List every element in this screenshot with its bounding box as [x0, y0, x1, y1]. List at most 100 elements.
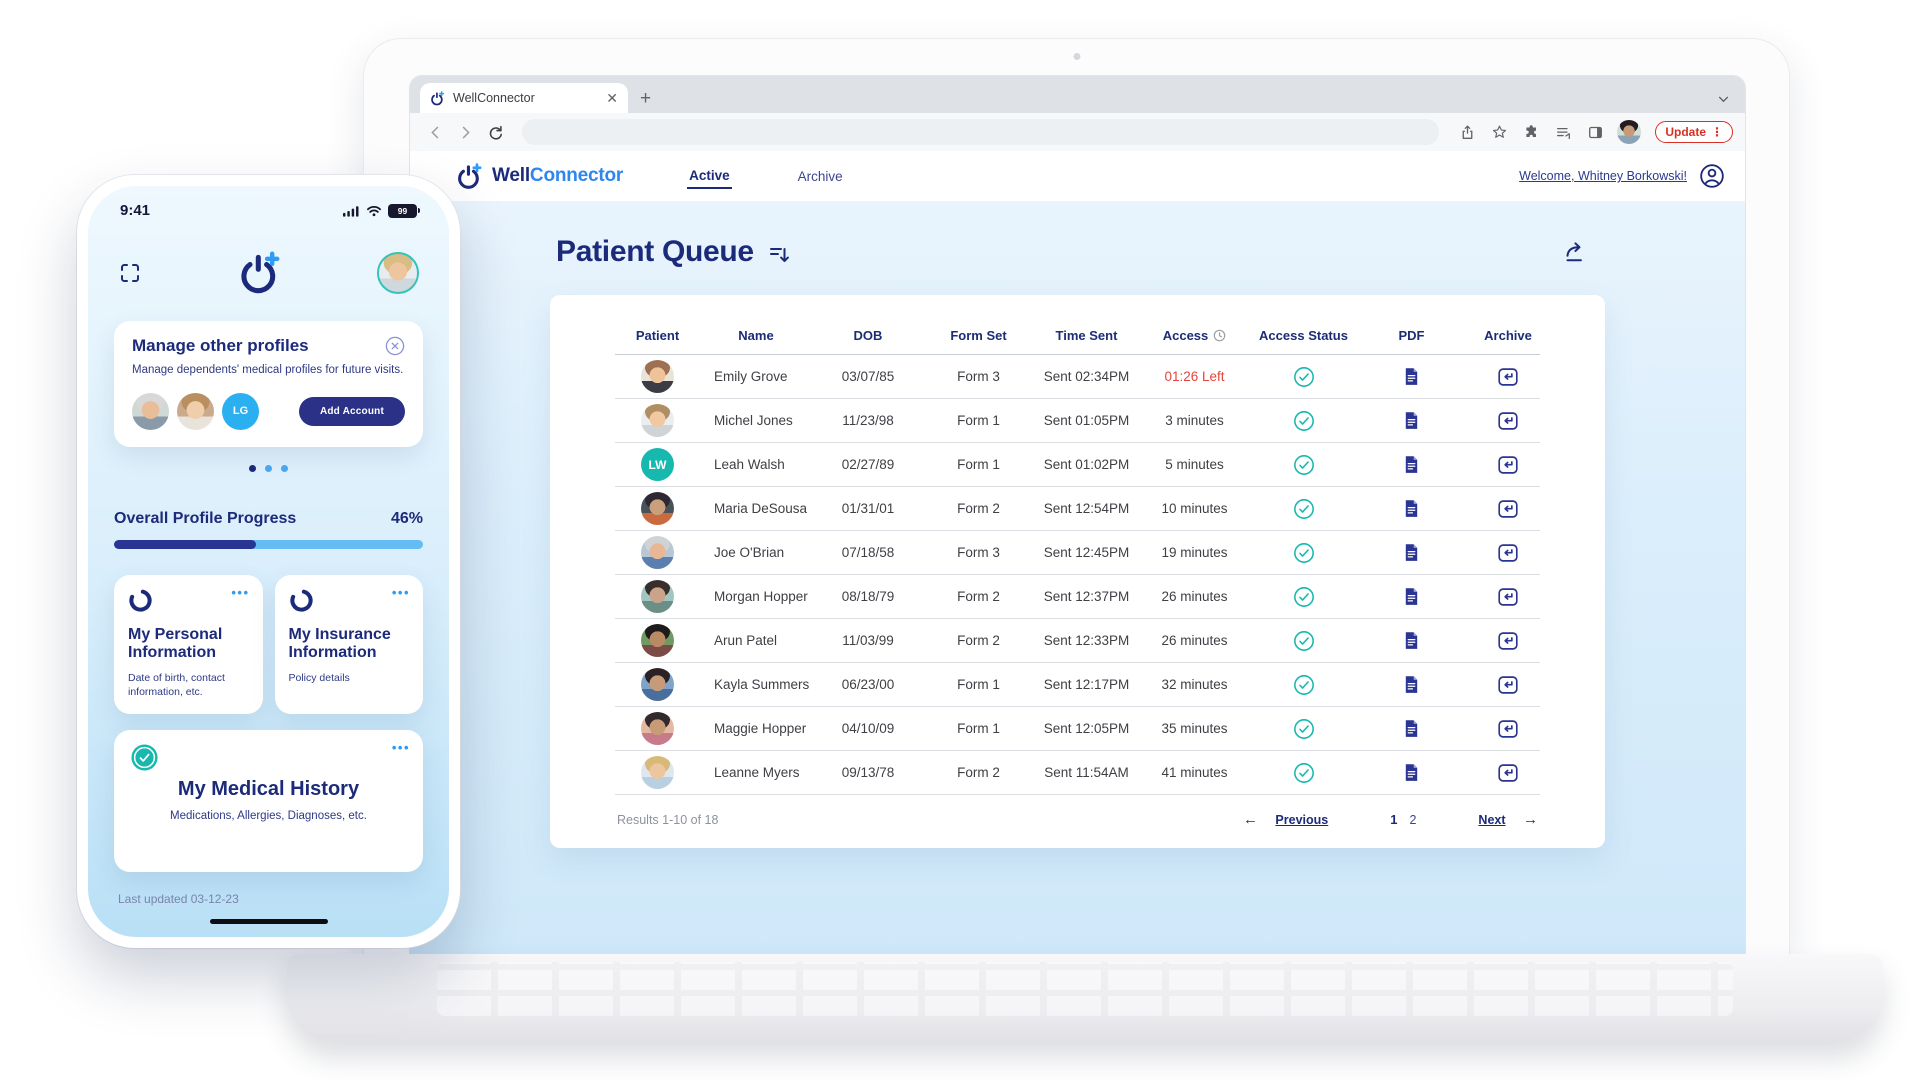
archive-icon[interactable]: [1497, 630, 1519, 652]
pdf-icon[interactable]: [1401, 762, 1422, 783]
brand-name: WellConnector: [492, 165, 624, 186]
next-button[interactable]: Next →: [1478, 811, 1538, 828]
form-set: Form 2: [957, 765, 1000, 780]
previous-button[interactable]: ← Previous: [1242, 811, 1329, 828]
access-status-icon[interactable]: [1293, 762, 1315, 784]
col-archive: Archive: [1484, 328, 1532, 343]
access-status-icon[interactable]: [1293, 718, 1315, 740]
archive-icon[interactable]: [1497, 762, 1519, 784]
pdf-icon[interactable]: [1401, 366, 1422, 387]
favicon-power-icon: [431, 90, 445, 105]
patient-table-card: Patient Name DOB Form Set Time Sent Acce…: [550, 295, 1605, 848]
new-tab-button[interactable]: +: [640, 88, 652, 109]
dependent-avatar-initials[interactable]: LG: [222, 392, 259, 430]
tab-active[interactable]: Active: [687, 164, 732, 189]
access-status-icon[interactable]: [1293, 586, 1315, 608]
personal-info-card[interactable]: ••• My Personal Information Date of birt…: [114, 574, 263, 714]
archive-icon[interactable]: [1497, 410, 1519, 432]
archive-icon[interactable]: [1497, 542, 1519, 564]
browser-toolbar: Update ⋮: [410, 113, 1745, 151]
patient-avatar: [641, 360, 674, 393]
pdf-icon[interactable]: [1401, 410, 1422, 431]
chevron-down-icon[interactable]: [1718, 96, 1729, 103]
more-menu-icon[interactable]: •••: [391, 584, 410, 600]
time-sent: Sent 12:37PM: [1043, 589, 1130, 604]
access-status-icon[interactable]: [1293, 630, 1315, 652]
col-patient: Patient: [635, 328, 680, 343]
pdf-icon[interactable]: [1401, 630, 1422, 651]
patient-avatar: [641, 712, 674, 745]
carousel-dot[interactable]: [249, 464, 256, 472]
side-panel-icon[interactable]: [1581, 119, 1609, 145]
browser-profile-avatar[interactable]: [1617, 120, 1642, 144]
archive-icon[interactable]: [1497, 674, 1519, 696]
webcam-dot: [1073, 53, 1080, 60]
add-account-button[interactable]: Add Account: [298, 396, 405, 426]
progress-ring-icon: [289, 588, 313, 612]
archive-icon[interactable]: [1497, 454, 1519, 476]
close-icon[interactable]: [385, 336, 405, 356]
forward-icon[interactable]: [452, 119, 478, 145]
medical-history-card[interactable]: ••• My Medical History Medications, Alle…: [114, 729, 423, 872]
patient-name: Michel Jones: [714, 413, 793, 428]
expand-icon[interactable]: [118, 261, 142, 285]
share-icon[interactable]: [1453, 119, 1481, 145]
access-time: 3 minutes: [1165, 413, 1224, 428]
refresh-icon[interactable]: [482, 119, 508, 145]
brand-logo: WellConnector: [456, 162, 624, 190]
time-sent: Sent 12:45PM: [1043, 545, 1130, 560]
patient-name: Arun Patel: [714, 633, 778, 648]
progress-bar: [114, 539, 423, 549]
tab-close-icon[interactable]: ✕: [606, 90, 618, 106]
browser-tab[interactable]: WellConnector ✕: [420, 83, 628, 113]
pdf-icon[interactable]: [1401, 718, 1422, 739]
extensions-puzzle-icon[interactable]: [1517, 119, 1545, 145]
bookmark-star-icon[interactable]: [1485, 119, 1513, 145]
address-bar[interactable]: [522, 119, 1440, 145]
access-status-icon[interactable]: [1293, 454, 1315, 476]
dependent-avatar[interactable]: [177, 392, 214, 430]
carousel-dot[interactable]: [265, 464, 272, 472]
access-time: 41 minutes: [1161, 765, 1228, 780]
pdf-icon[interactable]: [1401, 586, 1422, 607]
page-number-2[interactable]: 2: [1409, 812, 1417, 827]
access-status-icon[interactable]: [1293, 366, 1315, 388]
browser-menu-icon[interactable]: ⋮: [1711, 125, 1723, 139]
pdf-icon[interactable]: [1401, 674, 1422, 695]
dependent-avatar[interactable]: [132, 392, 169, 430]
pdf-icon[interactable]: [1401, 454, 1422, 475]
archive-icon[interactable]: [1497, 498, 1519, 520]
access-status-icon[interactable]: [1293, 674, 1315, 696]
access-status-icon[interactable]: [1293, 498, 1315, 520]
time-sent: Sent 12:33PM: [1043, 633, 1130, 648]
archive-icon[interactable]: [1497, 718, 1519, 740]
more-menu-icon[interactable]: •••: [391, 739, 410, 755]
update-button[interactable]: Update ⋮: [1655, 121, 1733, 143]
more-menu-icon[interactable]: •••: [231, 584, 250, 600]
pdf-icon[interactable]: [1401, 542, 1422, 563]
export-icon[interactable]: [1563, 240, 1589, 264]
patient-avatar: [641, 624, 674, 657]
account-icon[interactable]: [1699, 163, 1725, 189]
progress-value: 46%: [390, 509, 423, 527]
profile-progress-section: Overall Profile Progress 46%: [114, 510, 423, 549]
welcome-link[interactable]: Welcome, Whitney Borkowski!: [1519, 169, 1687, 183]
access-status-icon[interactable]: [1293, 542, 1315, 564]
browser-tabstrip: WellConnector ✕ +: [410, 76, 1745, 113]
home-indicator[interactable]: [209, 919, 328, 924]
reading-list-icon[interactable]: [1549, 119, 1577, 145]
access-status-icon[interactable]: [1293, 410, 1315, 432]
phone-profile-avatar[interactable]: [377, 252, 419, 294]
archive-icon[interactable]: [1497, 366, 1519, 388]
page-number-1[interactable]: 1: [1390, 812, 1398, 827]
back-icon[interactable]: [422, 119, 448, 145]
archive-icon[interactable]: [1497, 586, 1519, 608]
access-time: 19 minutes: [1161, 545, 1228, 560]
pdf-icon[interactable]: [1401, 498, 1422, 519]
time-sent: Sent 02:34PM: [1043, 369, 1130, 384]
carousel-dot[interactable]: [281, 464, 288, 472]
sort-icon[interactable]: [768, 245, 792, 265]
table-row: Maria DeSousa 01/31/01 Form 2 Sent 12:54PM 1…: [615, 487, 1540, 531]
insurance-info-card[interactable]: ••• My Insurance Information Policy deta…: [274, 574, 423, 714]
tab-archive[interactable]: Archive: [797, 168, 843, 184]
